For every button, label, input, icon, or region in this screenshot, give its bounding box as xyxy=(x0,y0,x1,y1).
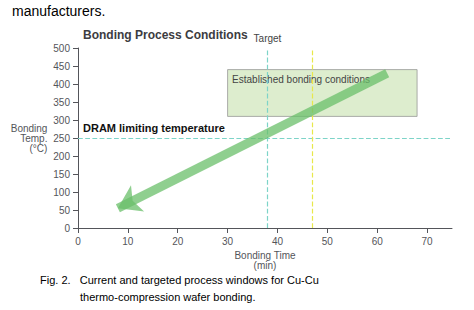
svg-text:40: 40 xyxy=(272,236,284,247)
svg-text:Fig. 2. Current and targeted: Fig. 2. Current and targeted process win… xyxy=(40,274,319,286)
svg-text:Bonding Time: Bonding Time xyxy=(234,250,296,262)
svg-text:0: 0 xyxy=(64,223,70,234)
svg-text:(°C): (°C) xyxy=(30,143,48,154)
svg-text:manufacturers.: manufacturers. xyxy=(12,3,105,19)
svg-text:400: 400 xyxy=(53,79,70,90)
svg-text:250: 250 xyxy=(53,133,70,144)
svg-text:Target: Target xyxy=(254,33,282,44)
svg-text:Established bonding conditions: Established bonding conditions xyxy=(232,74,370,85)
svg-text:thermo-compression wafer bondi: thermo-compression wafer bonding. xyxy=(80,291,255,303)
svg-text:500: 500 xyxy=(53,43,70,54)
svg-text:10: 10 xyxy=(122,236,134,247)
svg-text:30: 30 xyxy=(222,236,234,247)
svg-text:50: 50 xyxy=(322,236,334,247)
svg-text:0: 0 xyxy=(75,236,81,247)
svg-text:100: 100 xyxy=(53,187,70,198)
svg-text:Bonding: Bonding xyxy=(10,122,48,134)
svg-text:300: 300 xyxy=(53,115,70,126)
svg-text:60: 60 xyxy=(372,236,384,247)
svg-text:350: 350 xyxy=(53,97,70,108)
svg-text:20: 20 xyxy=(172,236,184,247)
svg-text:DRAM limiting temperature: DRAM limiting temperature xyxy=(83,122,225,134)
svg-text:450: 450 xyxy=(53,61,70,72)
svg-text:50: 50 xyxy=(59,205,71,216)
svg-text:200: 200 xyxy=(53,151,70,162)
svg-text:70: 70 xyxy=(422,236,434,247)
svg-text:(min): (min) xyxy=(254,260,277,271)
svg-text:150: 150 xyxy=(53,169,70,180)
svg-text:Bonding Process Conditions: Bonding Process Conditions xyxy=(83,28,248,42)
svg-text:Temp.: Temp. xyxy=(20,132,48,144)
